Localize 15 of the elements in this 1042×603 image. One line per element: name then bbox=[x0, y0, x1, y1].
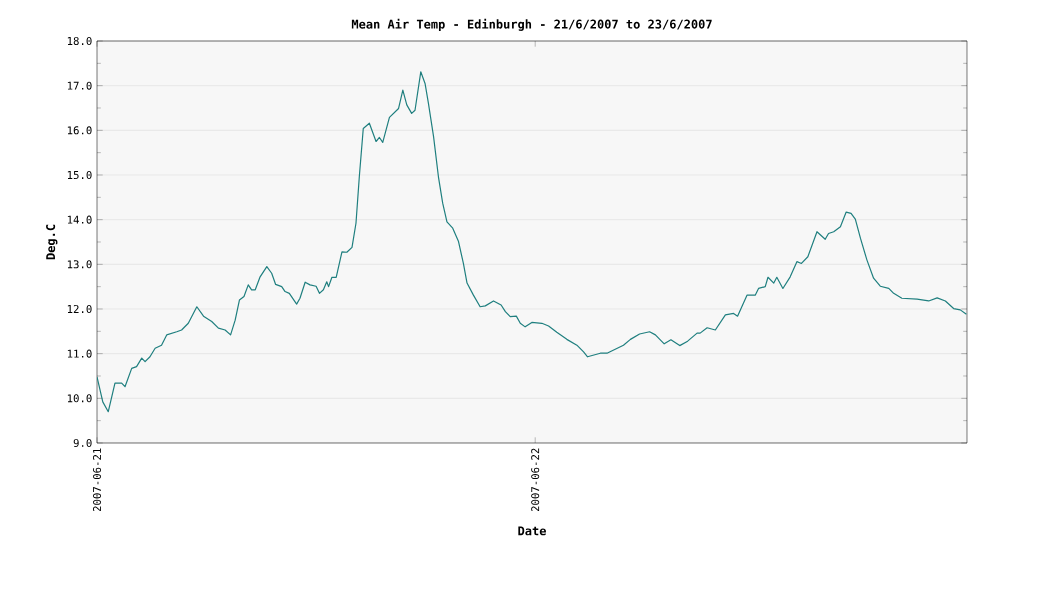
x-tick-label: 2007-06-21 bbox=[92, 448, 102, 512]
y-tick-label: 13.0 bbox=[67, 260, 92, 269]
x-axis-title: Date bbox=[518, 526, 546, 536]
y-tick-label: 12.0 bbox=[67, 304, 92, 314]
y-tick-label: 11.0 bbox=[67, 349, 92, 358]
y-axis-title: Deg.C bbox=[46, 224, 58, 260]
y-tick-label: 17.0 bbox=[67, 81, 92, 90]
y-tick-label: 14.0 bbox=[67, 215, 92, 224]
x-tick-label: 2007-06-22 bbox=[531, 448, 540, 512]
y-tick-label: 15.0 bbox=[67, 170, 92, 180]
y-tick-label: 16.0 bbox=[67, 126, 92, 135]
y-tick-label: 18.0 bbox=[67, 36, 92, 46]
chart-title: Mean Air Temp - Edinburgh - 21/6/2007 to 23/6/2007 bbox=[351, 18, 712, 31]
y-tick-label: 10.0 bbox=[67, 394, 92, 403]
y-tick-label: 9.0 bbox=[73, 438, 92, 448]
